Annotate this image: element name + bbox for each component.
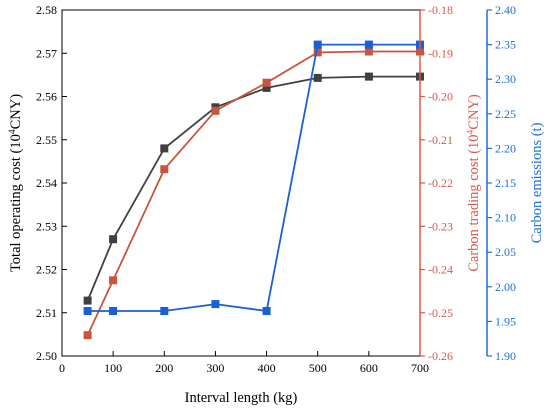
carbon-trading-cost-point	[313, 48, 322, 57]
carbon-trading-cost-point	[364, 47, 373, 56]
carbon-trading-tick-label: -0.18	[428, 3, 453, 17]
left-tick-label: 2.57	[36, 46, 57, 60]
carbon-emissions-point	[211, 300, 220, 309]
x-tick-label: 700	[411, 361, 429, 375]
carbon-emissions-point	[109, 307, 118, 315]
carbon-emissions-point	[83, 307, 92, 315]
carbon-trading-tick-label: -0.20	[428, 90, 453, 104]
emissions-tick-label: 2.00	[495, 280, 516, 294]
total-operating-cost-point	[364, 72, 373, 81]
carbon-trading-cost-point	[160, 165, 169, 174]
carbon-trading-axis-title-end: CNY)	[466, 94, 482, 130]
emissions-tick-label: 2.35	[495, 38, 516, 52]
x-axis-title: Interval length (kg)	[185, 390, 298, 406]
left-tick-label: 2.52	[36, 263, 57, 277]
emissions-tick-label: 2.15	[495, 176, 516, 190]
left-tick-label: 2.54	[36, 176, 57, 190]
x-tick-label: 100	[104, 361, 122, 375]
left-axis-title: Total operating cost (104CNY)	[8, 94, 24, 272]
emissions-tick-label: 2.20	[495, 141, 516, 155]
x-tick-label: 300	[206, 361, 224, 375]
total-operating-cost-point	[313, 73, 322, 82]
carbon-trading-cost-point	[109, 276, 118, 285]
total-operating-cost-point	[109, 235, 118, 244]
left-axis-title-main: Total operating cost (10	[8, 134, 24, 272]
carbon-trading-cost-point	[83, 331, 92, 340]
emissions-tick-label: 2.25	[495, 107, 516, 121]
total-operating-cost-line	[86, 75, 420, 301]
left-axis-title-end: CNY)	[8, 94, 24, 130]
left-axis-title-sup: 4	[8, 129, 18, 134]
carbon-trading-tick-label: -0.19	[428, 46, 453, 60]
carbon-trading-axis-title: Carbon trading cost (104CNY)	[466, 94, 482, 272]
left-tick-label: 2.50	[36, 349, 57, 363]
carbon-trading-tick-label: -0.23	[428, 219, 453, 233]
carbon-trading-tick-label: -0.24	[428, 263, 453, 277]
carbon-trading-tick-label: -0.21	[428, 133, 453, 147]
plot-frame	[61, 9, 421, 357]
left-tick-label: 2.53	[36, 219, 57, 233]
emissions-tick-label: 2.40	[495, 3, 516, 17]
left-tick-label: 2.56	[36, 90, 57, 104]
total-operating-cost-point	[160, 144, 169, 153]
carbon-trading-cost-point	[262, 78, 271, 87]
x-tick-label: 600	[360, 361, 378, 375]
x-tick-label: 0	[59, 361, 65, 375]
left-tick-label: 2.58	[36, 3, 57, 17]
emissions-tick-label: 1.90	[495, 349, 516, 363]
total-operating-cost-point	[262, 83, 271, 92]
emissions-tick-label: 2.10	[495, 211, 516, 225]
series-layer	[83, 40, 424, 340]
carbon-emissions-point	[160, 307, 169, 315]
carbon-emissions-point	[262, 307, 271, 315]
carbon-trading-cost-line	[86, 50, 420, 336]
x-tick-label: 200	[155, 361, 173, 375]
carbon-trading-axis-title-sup: 4	[466, 129, 476, 134]
carbon-emissions-point	[313, 40, 322, 49]
left-tick-label: 2.55	[36, 133, 57, 147]
ticks-layer: 0 100 200 300 400 500 600 700 2.50 2.51 2.52 2.53 2.…	[36, 3, 516, 375]
left-tick-label: 2.51	[36, 306, 57, 320]
carbon-trading-tick-label: -0.25	[428, 306, 453, 320]
emissions-axis-title: Carbon emissions (t)	[529, 122, 545, 243]
carbon-trading-tick-label: -0.26	[428, 349, 453, 363]
emissions-tick-label: 2.30	[495, 72, 516, 86]
carbon-emissions-line	[87, 43, 420, 312]
x-tick-label: 500	[309, 361, 327, 375]
emissions-tick-label: 1.95	[495, 314, 516, 328]
carbon-trading-tick-label: -0.22	[428, 176, 453, 190]
carbon-trading-axis-title-main: Carbon trading cost (10	[466, 134, 482, 271]
total-operating-cost-point	[83, 296, 92, 305]
carbon-trading-cost-point	[211, 106, 220, 115]
x-tick-label: 400	[258, 361, 276, 375]
carbon-emissions-point	[364, 40, 373, 49]
emissions-tick-label: 2.05	[495, 245, 516, 259]
